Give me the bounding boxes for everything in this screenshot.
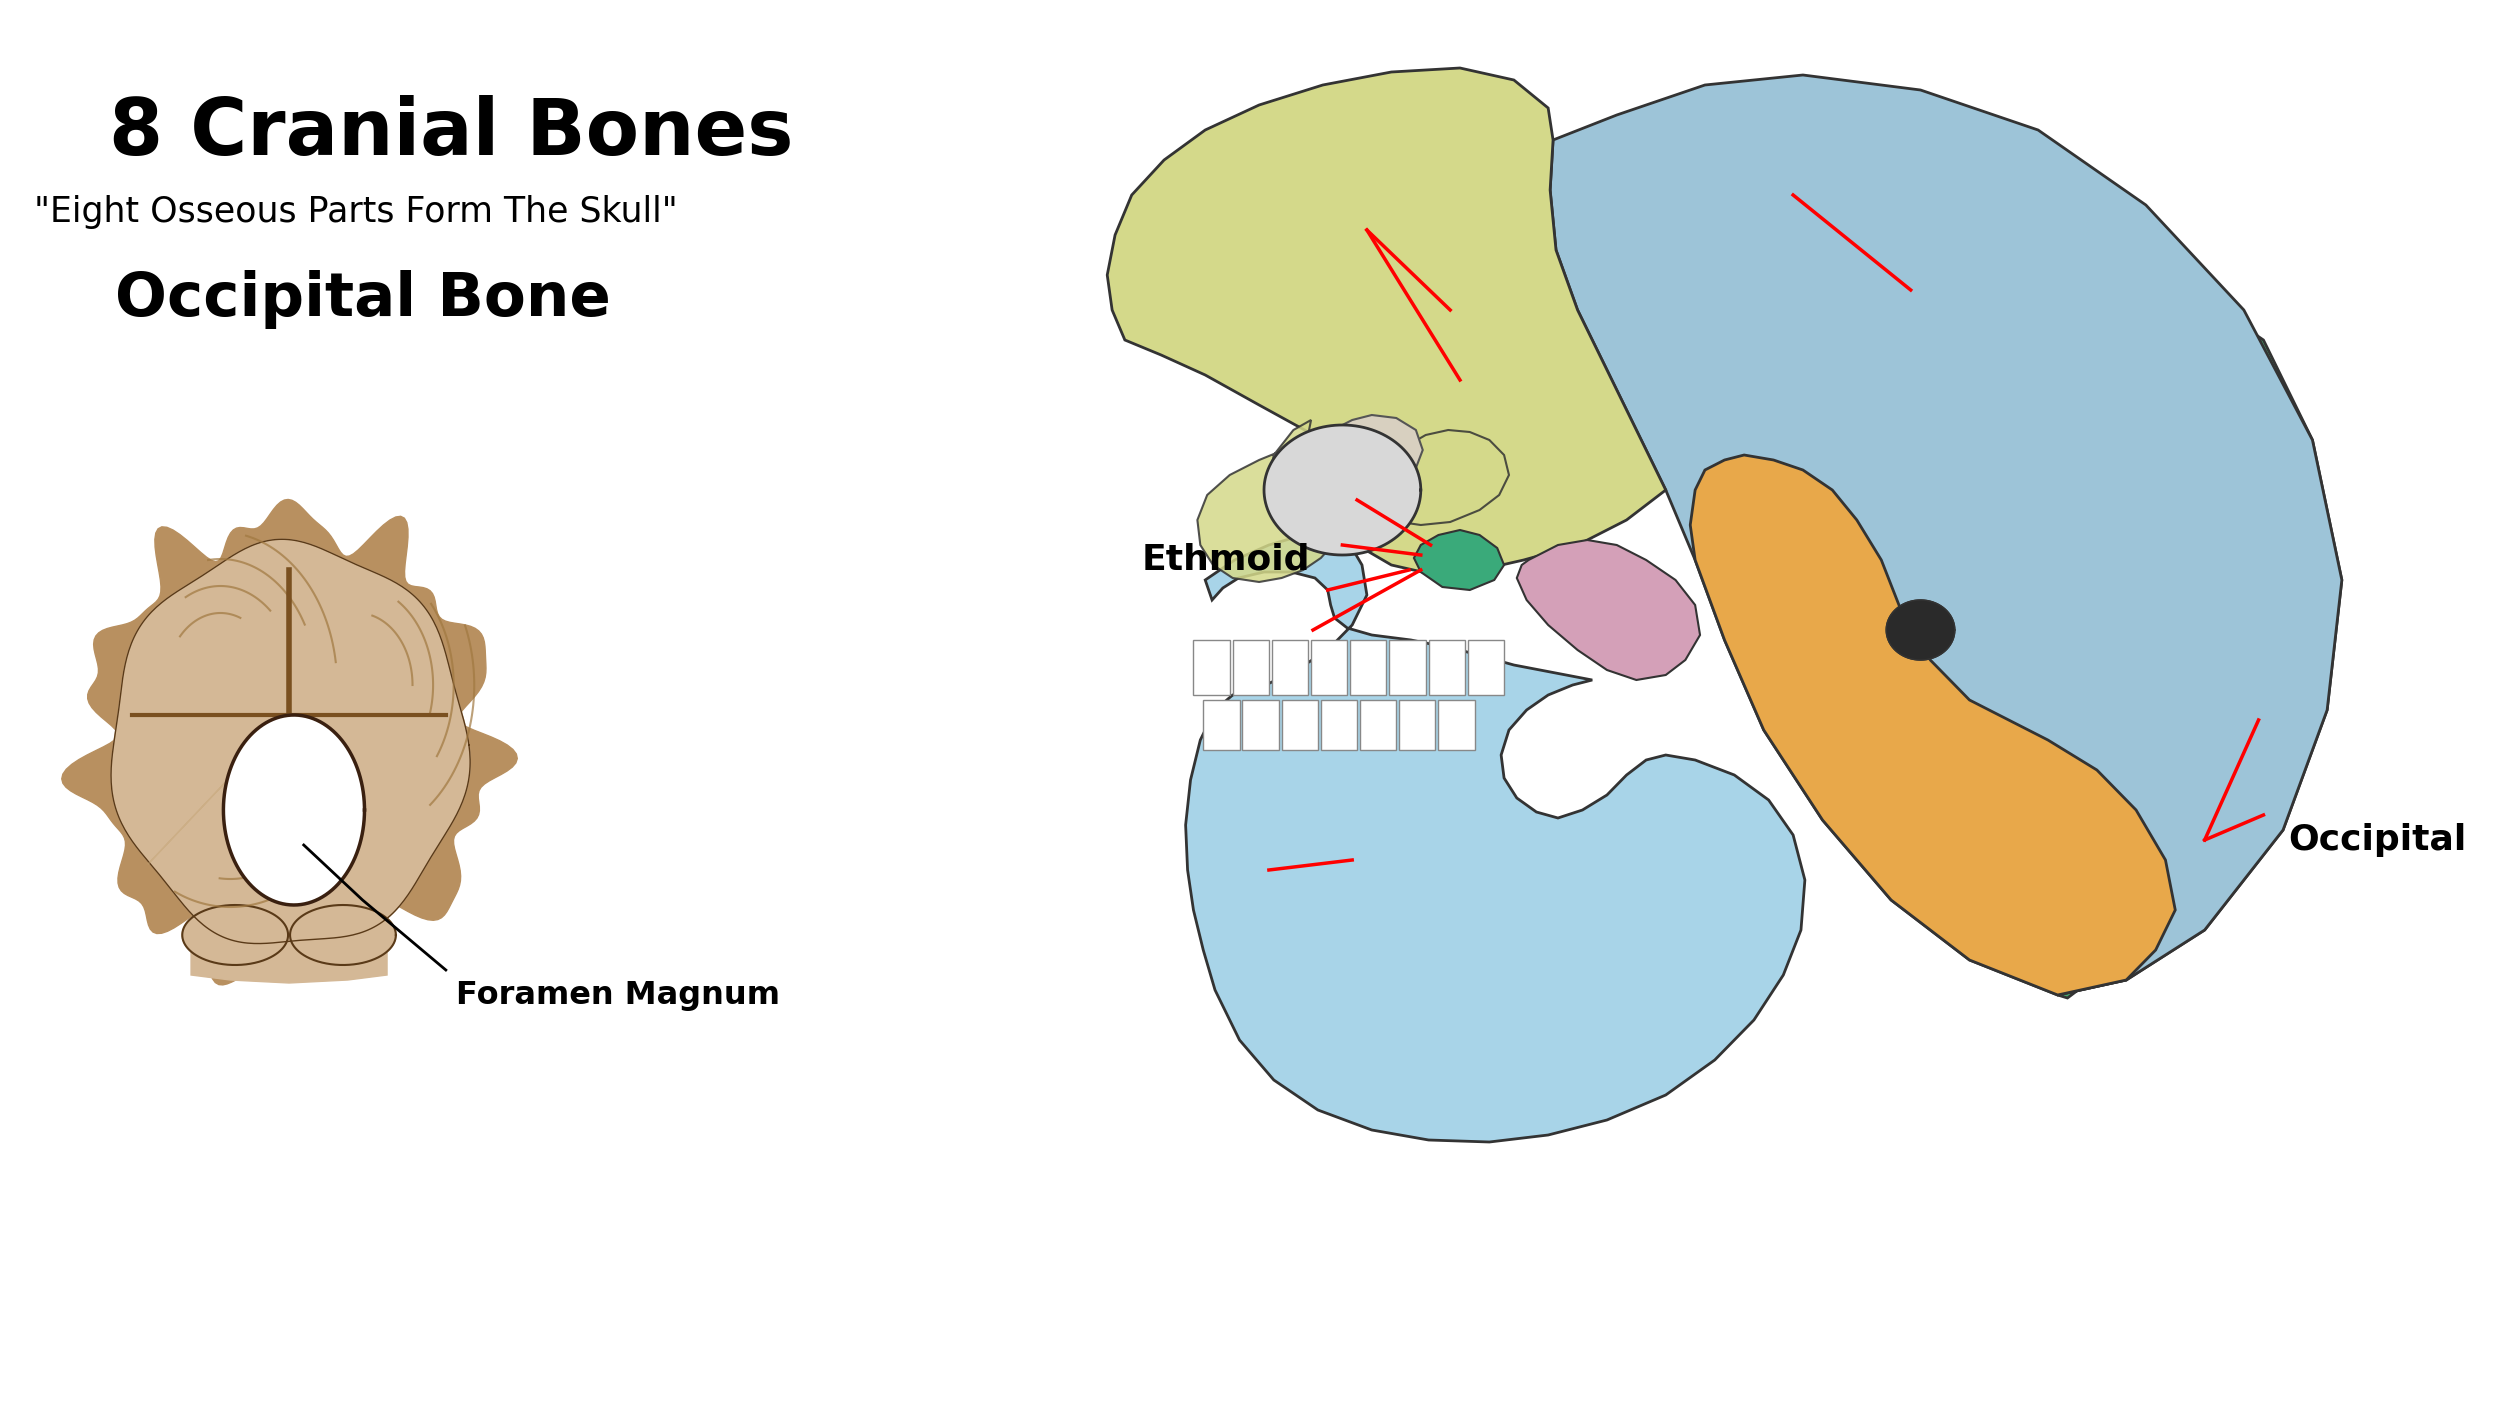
Polygon shape — [1320, 415, 1422, 482]
Text: Ethmoid: Ethmoid — [1142, 543, 1310, 576]
Bar — [1282, 700, 1318, 749]
Polygon shape — [182, 905, 288, 965]
Text: 8 Cranial Bones: 8 Cranial Bones — [107, 96, 792, 172]
Bar — [1232, 640, 1270, 695]
Polygon shape — [1885, 600, 1955, 659]
Bar — [1360, 700, 1398, 749]
Text: Foramen Magnum: Foramen Magnum — [455, 980, 780, 1011]
Bar — [1192, 640, 1230, 695]
Text: "Eight Osseous Parts Form The Skull": "Eight Osseous Parts Form The Skull" — [35, 195, 678, 229]
Text: Occipital Bone: Occipital Bone — [115, 270, 610, 329]
Bar — [1438, 700, 1475, 749]
Polygon shape — [1518, 540, 1700, 681]
Polygon shape — [290, 905, 395, 965]
Bar — [1400, 700, 1435, 749]
Polygon shape — [1415, 530, 1505, 591]
Polygon shape — [1550, 75, 2342, 995]
Polygon shape — [1198, 420, 1510, 582]
Polygon shape — [110, 540, 470, 943]
Polygon shape — [62, 499, 518, 984]
Bar — [1272, 640, 1308, 695]
Bar — [1202, 700, 1240, 749]
Polygon shape — [1265, 425, 1420, 555]
Polygon shape — [1690, 456, 2175, 995]
Polygon shape — [1108, 67, 1665, 575]
Polygon shape — [2058, 321, 2342, 998]
Polygon shape — [148, 716, 290, 865]
Bar — [1310, 640, 1348, 695]
Bar — [1427, 640, 1465, 695]
Polygon shape — [1185, 536, 1805, 1142]
Bar — [1242, 700, 1278, 749]
Polygon shape — [222, 716, 365, 905]
Bar — [1468, 640, 1505, 695]
Bar — [1350, 640, 1388, 695]
Text: Occipital: Occipital — [2288, 823, 2465, 858]
Bar — [1390, 640, 1425, 695]
Bar — [1320, 700, 1358, 749]
Polygon shape — [190, 941, 388, 983]
